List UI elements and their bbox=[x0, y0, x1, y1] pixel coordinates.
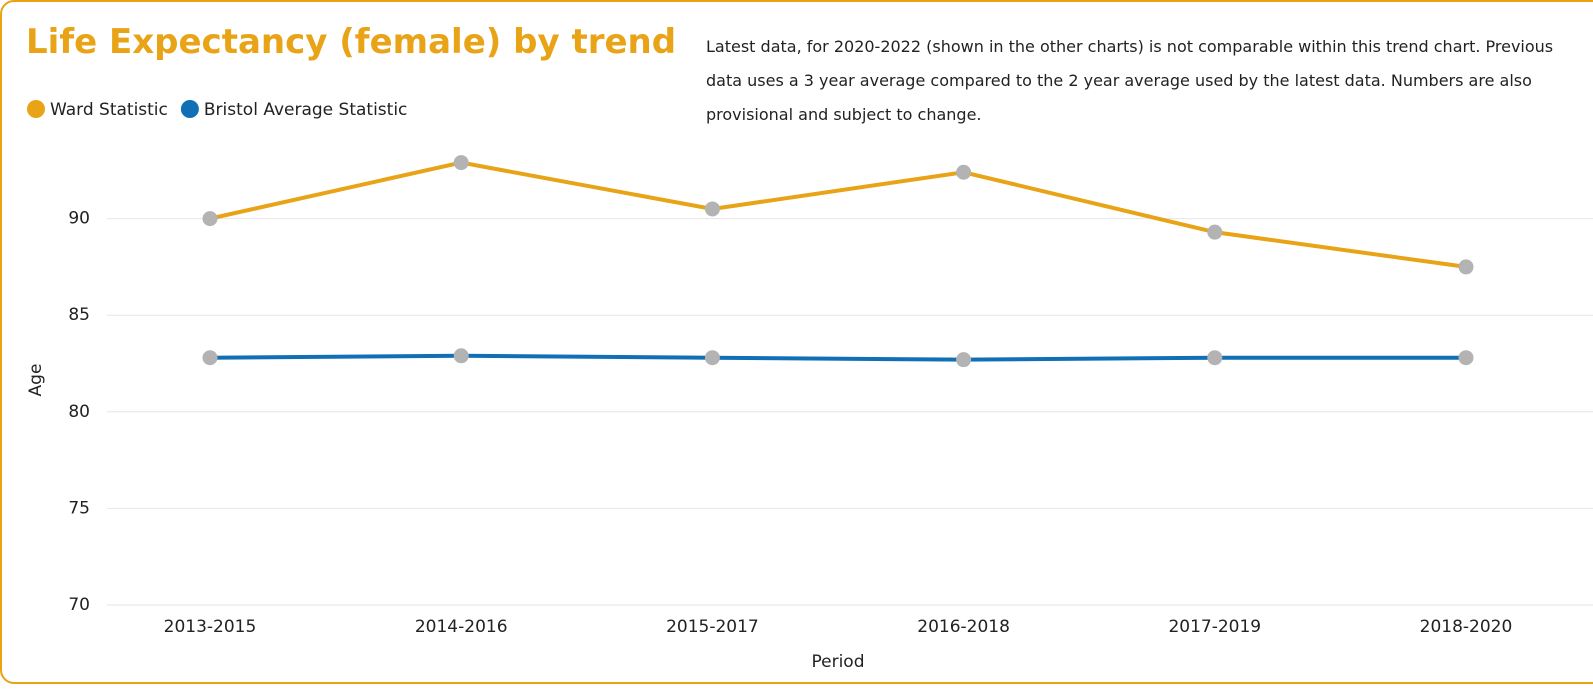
y-tick-label: 75 bbox=[68, 498, 90, 518]
data-point bbox=[453, 155, 469, 171]
x-tick-label: 2014-2016 bbox=[415, 617, 508, 637]
y-tick-label: 80 bbox=[68, 402, 90, 422]
legend-label: Ward Statistic bbox=[50, 100, 168, 120]
note: Latest data, for 2020-2022 (shown in the… bbox=[706, 37, 1554, 124]
y-axis-label: Age bbox=[26, 364, 46, 397]
data-point bbox=[1207, 350, 1223, 366]
x-tick-label: 2018-2020 bbox=[1420, 617, 1513, 637]
legend-marker bbox=[27, 100, 45, 118]
y-tick-label: 90 bbox=[68, 209, 90, 229]
x-tick-label: 2015-2017 bbox=[666, 617, 759, 637]
y-tick-label: 85 bbox=[68, 305, 90, 325]
series-line bbox=[209, 353, 1466, 362]
x-axis-label: Period bbox=[811, 652, 864, 672]
legend-marker bbox=[180, 100, 199, 118]
data-point bbox=[1458, 259, 1474, 275]
data-point bbox=[956, 352, 972, 368]
data-point bbox=[202, 350, 218, 366]
series-line bbox=[209, 160, 1467, 269]
y-tick-label: 70 bbox=[68, 595, 90, 615]
data-point bbox=[704, 201, 720, 217]
data-point bbox=[704, 350, 720, 366]
data-point bbox=[1207, 224, 1223, 240]
legend-label: Bristol Average Statistic bbox=[204, 100, 408, 120]
data-point bbox=[1458, 350, 1474, 366]
chart-title: Life Expectancy (female) by trend bbox=[26, 22, 677, 62]
data-point bbox=[956, 164, 972, 180]
x-tick-label: 2017-2019 bbox=[1168, 617, 1261, 637]
x-tick-label: 2016-2018 bbox=[917, 617, 1010, 637]
x-tick-label: 2013-2015 bbox=[164, 617, 257, 637]
data-point bbox=[453, 348, 469, 364]
data-point bbox=[202, 211, 218, 227]
